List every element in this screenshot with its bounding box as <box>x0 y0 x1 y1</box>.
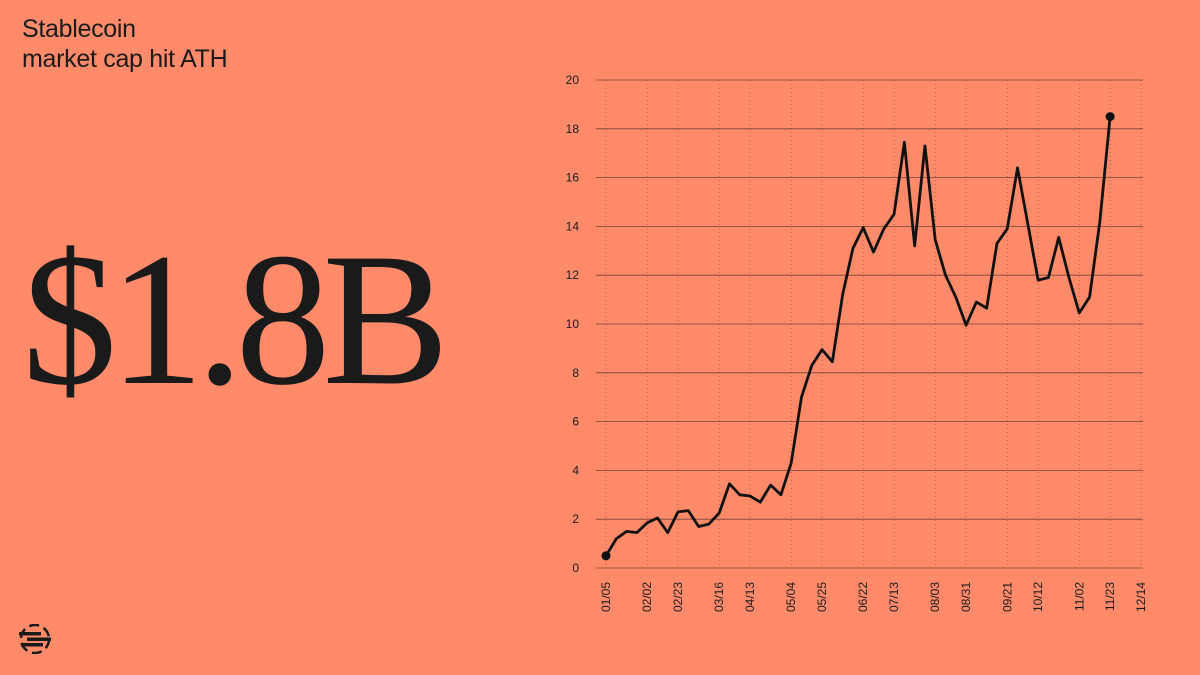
endpoint-marker <box>1105 112 1115 122</box>
x-tick-label: 07/13 <box>887 582 901 612</box>
big-value: $1.8B <box>22 215 449 425</box>
headline-line: Stablecoin <box>22 15 136 43</box>
x-tick-label: 02/23 <box>671 582 685 612</box>
x-tick-label: 10/12 <box>1031 582 1045 612</box>
y-tick-label: 10 <box>566 317 580 331</box>
y-tick-label: 0 <box>572 561 579 575</box>
headline-line: market cap hit ATH <box>22 45 228 73</box>
x-tick-label: 05/25 <box>815 582 829 612</box>
y-tick-label: 18 <box>566 122 580 136</box>
y-tick-label: 2 <box>572 512 579 526</box>
x-tick-label: 04/13 <box>743 582 757 612</box>
y-tick-label: 8 <box>572 366 579 380</box>
x-tick-label: 09/21 <box>1000 582 1014 612</box>
line <box>604 116 1112 557</box>
y-tick-label: 14 <box>566 219 580 233</box>
y-tick-label: 6 <box>572 415 579 429</box>
y-tick-label: 4 <box>572 463 579 477</box>
x-tick-label: 01/05 <box>599 582 613 612</box>
y-tick-label: 12 <box>566 268 580 282</box>
x-tick-label: 05/04 <box>784 582 798 612</box>
x-tick-label: 11/02 <box>1072 582 1086 611</box>
x-tick-label: 06/22 <box>856 582 870 612</box>
x-tick-label: 08/03 <box>928 582 942 612</box>
x-tick-label: 11/23 <box>1103 582 1117 611</box>
y-tick-label: 20 <box>566 73 580 87</box>
x-tick-label: 12/14 <box>1134 582 1148 612</box>
x-tick-label: 03/16 <box>712 582 726 612</box>
logo <box>19 624 51 654</box>
headline: Stablecoin market cap hit ATH <box>22 14 228 74</box>
x-tick-label: 08/31 <box>959 582 973 612</box>
y-tick-label: 16 <box>566 171 580 185</box>
x-tick-label: 02/02 <box>640 582 654 612</box>
endpoint-marker <box>601 551 611 561</box>
